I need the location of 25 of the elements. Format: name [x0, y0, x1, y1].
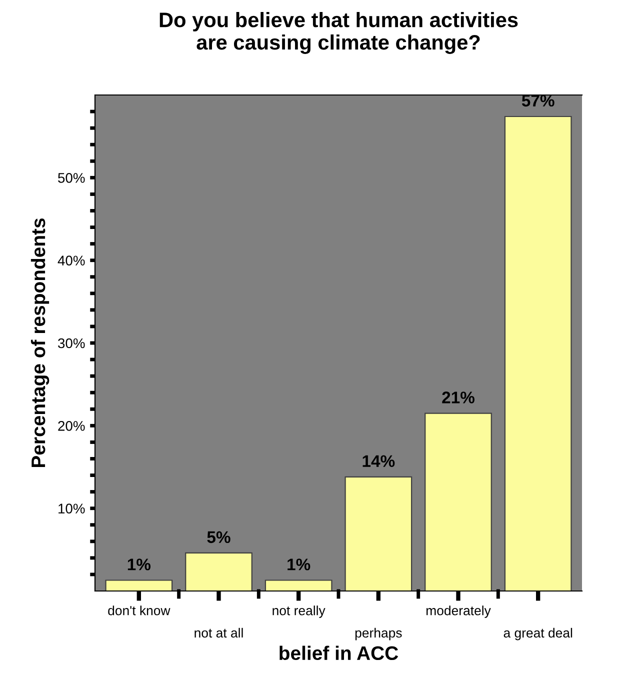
data-label: 21%: [442, 392, 474, 404]
x-axis-title: belief in ACC: [280, 646, 398, 660]
y-tick-label: 50%: [58, 173, 85, 183]
x-tick-label: not at all: [194, 628, 243, 638]
y-tick-label: 30%: [58, 338, 85, 348]
bar: [344, 476, 412, 591]
bar: [424, 412, 492, 591]
data-label: 14%: [362, 455, 395, 467]
bar: [185, 552, 252, 591]
x-tick-label: don't know: [108, 606, 170, 616]
y-tick-label: 10%: [58, 504, 85, 514]
x-tick-label: a great deal: [504, 628, 572, 640]
y-tick-label: 20%: [58, 421, 85, 431]
chart-title: Do you believe that human activities are causing climate change?: [160, 12, 518, 54]
data-label: 1%: [128, 558, 151, 570]
x-tick-label: moderately: [426, 606, 491, 618]
data-label: 1%: [288, 558, 310, 570]
bar: [504, 116, 572, 591]
x-tick-label: perhaps: [355, 628, 402, 640]
y-tick-label: 40%: [58, 256, 85, 266]
data-label: 5%: [207, 531, 230, 544]
bar: [105, 580, 173, 591]
bar: [264, 580, 332, 591]
x-tick-label: not really: [272, 606, 326, 618]
y-axis-title: Percentage of respondents: [30, 218, 50, 468]
